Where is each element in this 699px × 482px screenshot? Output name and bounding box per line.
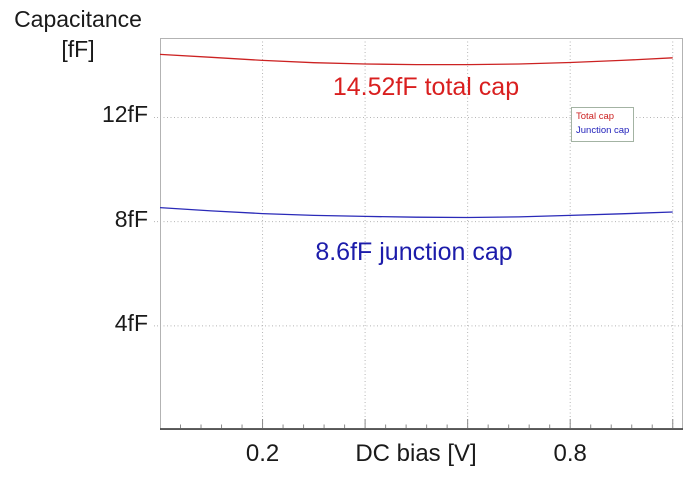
plot-svg [154,38,683,430]
total-cap-annotation: 14.52fF total cap [332,73,520,101]
plot-area [154,38,683,430]
y-tick-label: 4fF [114,309,148,336]
y-tick-label: 8fF [114,205,148,232]
y-axis-title: Capacitance [fF] [4,4,152,65]
legend-item-junction-cap: Junction cap [576,125,630,137]
x-axis-label: DC bias [V] [355,440,477,467]
junction-cap-annotation: 8.6fF junction cap [315,238,513,266]
y-axis-title-line2: [fF] [61,36,95,63]
x-tick-label: 0.2 [245,440,280,467]
y-tick-label: 12fF [101,101,148,128]
y-axis-title-line1: Capacitance [14,6,142,32]
legend-box: Total cap Junction cap [571,107,635,142]
x-tick-label: 0.8 [553,440,587,467]
legend-item-total-cap: Total cap [576,111,615,122]
total-cap-curve [159,53,673,66]
junction-cap-curve [159,206,673,219]
